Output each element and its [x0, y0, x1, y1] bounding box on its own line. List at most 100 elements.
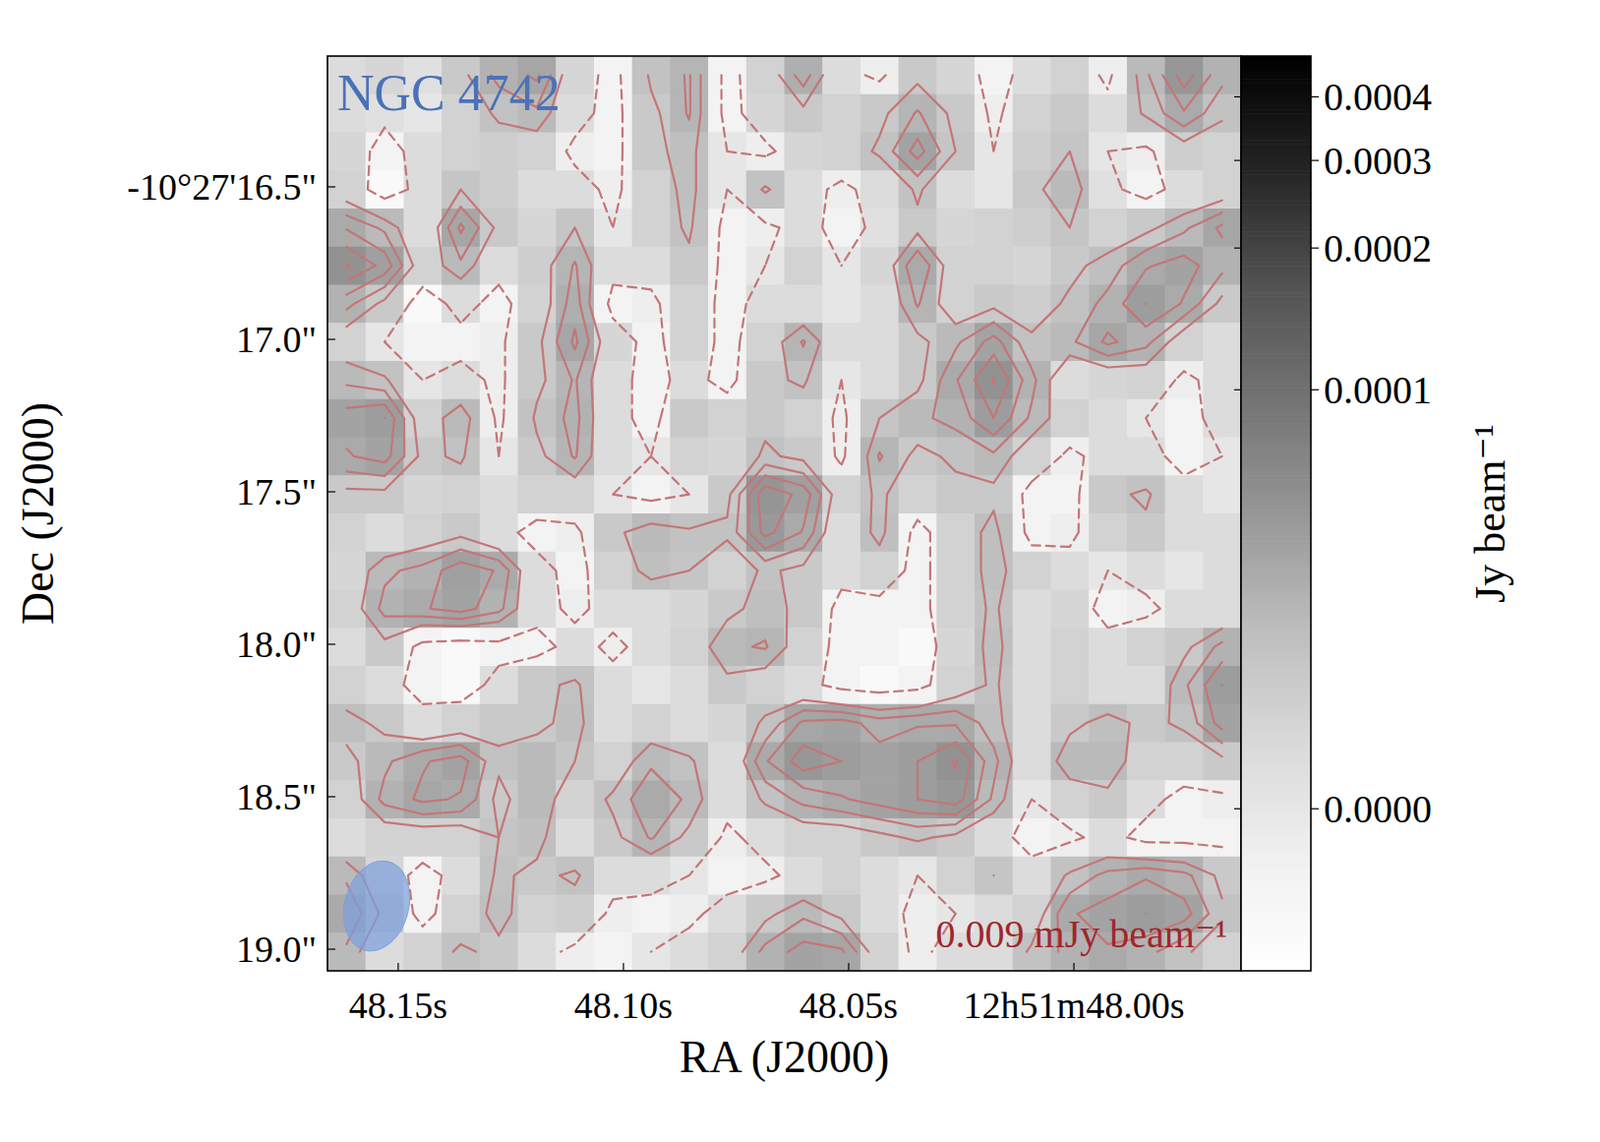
cell [822, 474, 861, 514]
cell [898, 285, 938, 324]
contour [346, 74, 1222, 951]
colorbar-gradient [1241, 303, 1311, 308]
colorbar-label: Jy beam⁻¹ [1466, 423, 1515, 603]
cell [669, 742, 709, 781]
colorbar-gradient [1241, 216, 1311, 221]
x-axis-title: RA (J2000) [679, 1031, 889, 1082]
cell [1012, 627, 1052, 666]
colorbar-gradient [1241, 433, 1311, 438]
colorbar-tick-label: 0.0000 [1323, 786, 1432, 831]
cell [898, 704, 938, 743]
cell [555, 818, 594, 857]
cell [669, 246, 709, 286]
cell [403, 932, 442, 971]
cell [898, 208, 938, 247]
cell [518, 932, 557, 971]
contour [346, 74, 1222, 951]
cell [708, 437, 747, 476]
cell [669, 132, 709, 172]
cell [784, 779, 824, 819]
colorbar-gradient [1241, 296, 1311, 300]
cell [1165, 437, 1204, 476]
y-tick-label: 18.5" [236, 775, 317, 818]
colorbar-gradient [1241, 875, 1311, 880]
colorbar-tick [1234, 247, 1242, 249]
colorbar-gradient [1241, 220, 1311, 225]
cell [898, 360, 938, 400]
colorbar-gradient [1241, 901, 1311, 906]
cell [898, 399, 938, 438]
cell [1165, 818, 1204, 857]
colorbar-gradient [1241, 383, 1311, 388]
cell [327, 590, 366, 629]
cell [1165, 551, 1204, 591]
cell [974, 208, 1013, 247]
cell [593, 56, 633, 95]
cell [441, 818, 480, 857]
cell [860, 170, 899, 209]
cell [403, 170, 442, 209]
colorbar-gradient [1241, 155, 1311, 160]
colorbar-gradient [1241, 364, 1311, 369]
colorbar-gradient [1241, 647, 1311, 652]
colorbar-gradient [1241, 403, 1311, 408]
cell [822, 704, 861, 743]
cell [1088, 474, 1127, 514]
cell [441, 627, 480, 666]
colorbar-gradient [1241, 948, 1311, 952]
colorbar-gradient [1241, 578, 1311, 583]
colorbar-gradient [1241, 417, 1311, 422]
figure: 48.15s48.10s48.05s12h51m48.00s-10°27'16.… [0, 0, 1600, 1142]
colorbar-gradient [1241, 356, 1311, 361]
cell [1202, 474, 1242, 514]
y-tick [327, 338, 336, 340]
cell [822, 94, 861, 133]
colorbar-gradient [1241, 368, 1311, 373]
colorbar-gradient [1241, 98, 1311, 103]
cell [784, 551, 824, 591]
colorbar-gradient [1241, 185, 1311, 190]
colorbar-gradient [1241, 757, 1311, 762]
cell [1050, 360, 1089, 400]
cell [1202, 170, 1242, 209]
cell [1202, 818, 1242, 857]
cell [860, 513, 899, 552]
cell [1202, 627, 1242, 666]
colorbar-gradient [1241, 322, 1311, 327]
y-tick [327, 643, 336, 645]
colorbar-gradient [1241, 772, 1311, 777]
colorbar-gradient [1241, 665, 1311, 670]
colorbar-gradient [1241, 673, 1311, 678]
colorbar-gradient [1241, 391, 1311, 396]
cell [974, 56, 1013, 95]
colorbar-gradient [1241, 711, 1311, 716]
cell [936, 665, 975, 705]
colorbar-gradient [1241, 871, 1311, 876]
colorbar-gradient [1241, 71, 1311, 76]
colorbar-gradient [1241, 117, 1311, 121]
beam [334, 853, 420, 959]
colorbar-gradient [1241, 864, 1311, 869]
cell [1012, 818, 1052, 857]
cell [327, 132, 366, 172]
cell [632, 856, 671, 895]
cell [441, 474, 480, 514]
colorbar-gradient [1241, 962, 1311, 967]
cell [1202, 779, 1242, 819]
colorbar-gradient [1241, 806, 1311, 811]
colorbar-tick [1234, 389, 1242, 391]
x-tick-label: 48.10s [574, 984, 673, 1026]
cell [974, 94, 1013, 133]
cell [1126, 704, 1166, 743]
cell [593, 551, 633, 591]
cell [441, 665, 480, 705]
cell [479, 704, 519, 743]
cell [479, 322, 519, 361]
colorbar-gradient [1241, 139, 1311, 144]
cell [822, 132, 861, 172]
cell [669, 399, 709, 438]
cell [1202, 56, 1242, 95]
colorbar-gradient [1241, 353, 1311, 357]
colorbar-gradient [1241, 342, 1311, 347]
cell [708, 360, 747, 400]
